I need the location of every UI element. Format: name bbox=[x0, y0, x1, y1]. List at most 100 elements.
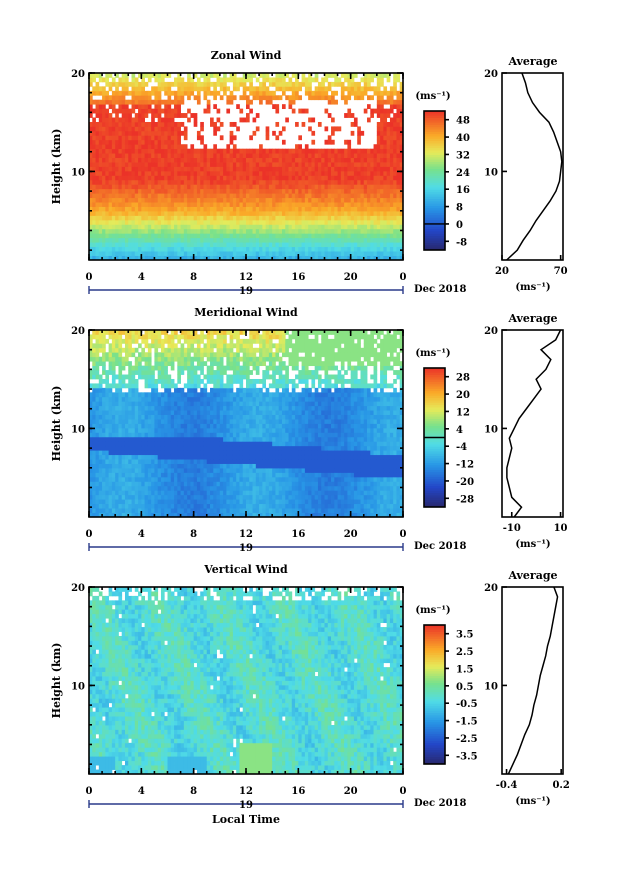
heatmap-cell bbox=[317, 86, 322, 92]
heatmap-cell bbox=[285, 179, 289, 185]
heatmap-cell bbox=[203, 396, 208, 402]
heatmap-cell bbox=[213, 179, 217, 185]
heatmap-cell bbox=[249, 99, 253, 105]
heatmap-cell bbox=[89, 170, 93, 176]
heatmap-cell bbox=[147, 184, 152, 190]
heatmap-cell bbox=[373, 215, 378, 221]
heatmap-cell bbox=[304, 255, 309, 261]
heatmap-cell bbox=[239, 211, 244, 216]
heatmap-cell bbox=[203, 450, 208, 456]
heatmap-cell bbox=[111, 228, 116, 234]
heatmap-cell bbox=[134, 179, 139, 185]
heatmap-cell bbox=[337, 166, 342, 172]
heatmap-cell bbox=[157, 126, 162, 132]
heatmap-cell bbox=[167, 378, 172, 384]
heatmap-cell bbox=[399, 202, 404, 207]
heatmap-cell bbox=[367, 153, 371, 158]
heatmap-cell bbox=[177, 179, 181, 185]
heatmap-cell bbox=[164, 356, 168, 362]
heatmap-cell bbox=[239, 95, 244, 101]
heatmap-cell bbox=[128, 445, 132, 451]
heatmap-cell bbox=[92, 162, 96, 167]
heatmap-cell bbox=[177, 113, 181, 118]
heatmap-cell bbox=[321, 202, 325, 207]
heatmap-cell bbox=[187, 378, 191, 384]
heatmap-cell bbox=[327, 237, 332, 243]
heatmap-cell bbox=[95, 251, 100, 256]
heatmap-cell bbox=[157, 86, 162, 92]
heatmap-cell bbox=[275, 202, 280, 207]
heatmap-cell bbox=[131, 184, 136, 190]
heatmap-cell bbox=[190, 374, 195, 380]
heatmap-cell bbox=[281, 184, 286, 190]
heatmap-cell bbox=[180, 228, 185, 234]
heatmap-cell bbox=[301, 175, 306, 181]
heatmap-cell bbox=[141, 215, 145, 221]
heatmap-cell bbox=[111, 396, 116, 402]
heatmap-cell bbox=[170, 188, 175, 194]
heatmap-cell bbox=[183, 135, 188, 141]
heatmap-cell bbox=[259, 233, 263, 239]
heatmap-cell bbox=[317, 121, 322, 127]
heatmap-cell bbox=[288, 206, 293, 212]
heatmap-cell bbox=[141, 508, 145, 513]
heatmap-cell bbox=[177, 251, 181, 256]
heatmap-cell bbox=[98, 338, 103, 344]
heatmap-cell bbox=[95, 499, 100, 505]
heatmap-cell bbox=[157, 144, 162, 150]
heatmap-cell bbox=[121, 330, 126, 335]
heatmap-cell bbox=[111, 445, 116, 451]
heatmap-cell bbox=[115, 343, 119, 349]
heatmap-cell bbox=[203, 387, 208, 393]
heatmap-cell bbox=[134, 472, 139, 478]
heatmap-cell bbox=[363, 73, 368, 78]
heatmap-cell bbox=[138, 352, 142, 358]
heatmap-cell bbox=[134, 144, 139, 150]
heatmap-cell bbox=[206, 90, 211, 96]
heatmap-cell bbox=[98, 356, 103, 362]
heatmap-cell bbox=[105, 472, 110, 478]
heatmap-cell bbox=[285, 219, 289, 225]
heatmap-cell bbox=[157, 468, 162, 473]
heatmap-cell bbox=[164, 193, 168, 199]
colorbar-swatch bbox=[424, 201, 445, 205]
heatmap-cell bbox=[108, 463, 113, 469]
heatmap-cell bbox=[203, 468, 208, 473]
heatmap-cell bbox=[128, 166, 132, 172]
heatmap-cell bbox=[102, 237, 106, 243]
heatmap-cell bbox=[291, 153, 296, 158]
heatmap-cell bbox=[196, 338, 201, 344]
heatmap-cell bbox=[115, 86, 119, 92]
heatmap-cell bbox=[363, 175, 368, 181]
heatmap-cell bbox=[200, 135, 204, 141]
heatmap-cell bbox=[389, 130, 394, 136]
colorbar-swatch bbox=[424, 243, 445, 246]
heatmap-cell bbox=[226, 224, 231, 230]
heatmap-cell bbox=[111, 450, 116, 456]
heatmap-cell bbox=[298, 108, 302, 114]
heatmap-cell bbox=[363, 193, 368, 199]
heatmap-cell bbox=[226, 211, 231, 216]
heatmap-cell bbox=[144, 441, 149, 447]
heatmap-cell bbox=[196, 414, 201, 420]
heatmap-cell bbox=[124, 193, 129, 199]
heatmap-cell bbox=[187, 338, 191, 344]
colorbar-swatch bbox=[424, 194, 445, 198]
heatmap-cell bbox=[102, 463, 106, 469]
heatmap-cell bbox=[108, 215, 113, 221]
heatmap-cell bbox=[138, 211, 142, 216]
heatmap-cell bbox=[350, 170, 355, 176]
heatmap-cell bbox=[376, 188, 381, 194]
heatmap-cell bbox=[102, 139, 106, 145]
heatmap-cell bbox=[278, 246, 283, 252]
heatmap-cell bbox=[259, 73, 263, 78]
heatmap-cell bbox=[154, 494, 159, 500]
x-tick-label: 4 bbox=[138, 272, 145, 283]
heatmap-cell bbox=[200, 175, 204, 181]
heatmap-cell bbox=[190, 334, 195, 340]
heatmap-cell bbox=[160, 202, 165, 207]
heatmap-cell bbox=[157, 242, 162, 248]
heatmap-cell bbox=[128, 255, 132, 261]
heatmap-cell bbox=[124, 202, 129, 207]
heatmap-cell bbox=[115, 90, 119, 96]
